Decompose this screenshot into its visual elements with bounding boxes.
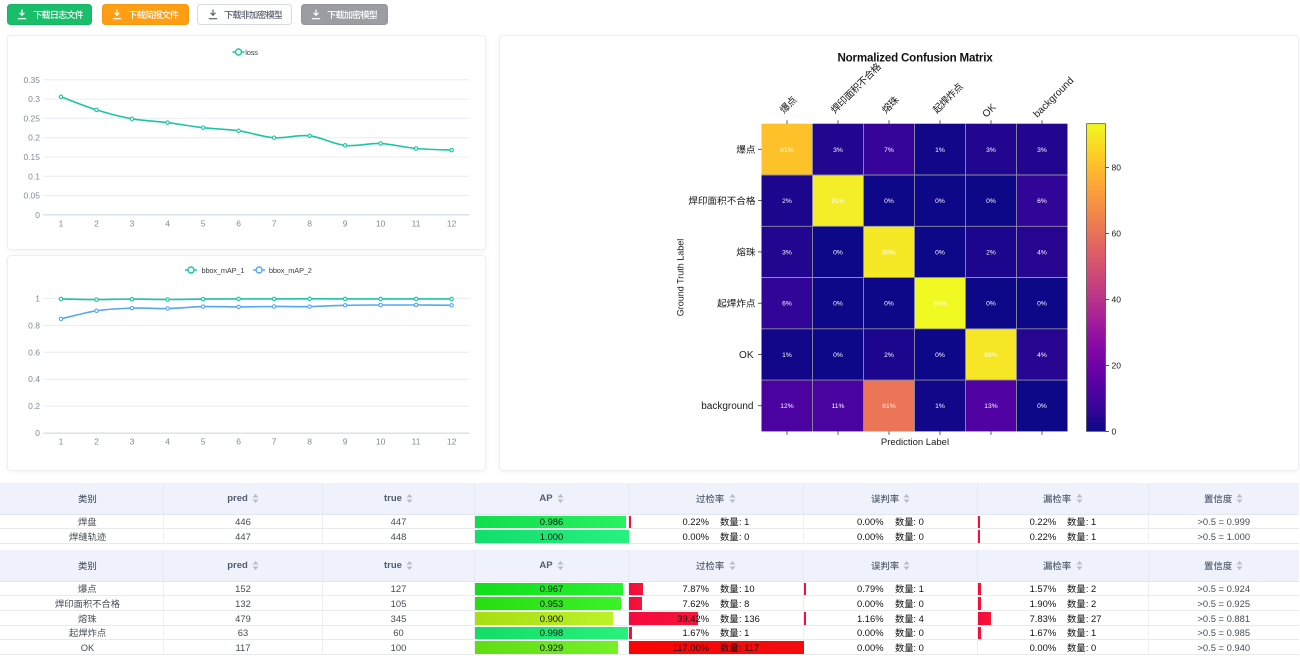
svg-text:0%: 0%: [833, 352, 843, 359]
svg-text:81%: 81%: [780, 146, 793, 153]
svg-text:3%: 3%: [1037, 146, 1047, 153]
svg-text:0%: 0%: [1037, 300, 1047, 307]
svg-text:9: 9: [342, 436, 347, 446]
svg-text:3%: 3%: [986, 146, 996, 153]
svg-text:bbox_mAP_2: bbox_mAP_2: [268, 265, 311, 274]
svg-text:1: 1: [35, 293, 40, 303]
svg-text:10: 10: [375, 218, 385, 228]
svg-text:7%: 7%: [884, 146, 894, 153]
svg-text:6: 6: [236, 436, 241, 446]
svg-text:0%: 0%: [833, 249, 843, 256]
svg-text:8: 8: [307, 436, 312, 446]
svg-text:2%: 2%: [782, 198, 792, 205]
svg-text:3%: 3%: [833, 146, 843, 153]
svg-text:Prediction Label: Prediction Label: [880, 437, 948, 448]
svg-text:OK: OK: [980, 102, 998, 120]
svg-text:13%: 13%: [984, 403, 997, 410]
svg-text:background: background: [1031, 75, 1076, 120]
svg-text:60: 60: [1111, 228, 1121, 238]
svg-text:2: 2: [94, 436, 99, 446]
svg-text:0.2: 0.2: [28, 401, 40, 411]
svg-text:0%: 0%: [1037, 403, 1047, 410]
svg-text:0%: 0%: [935, 198, 945, 205]
svg-text:20: 20: [1111, 360, 1121, 370]
svg-text:11%: 11%: [831, 403, 844, 410]
svg-text:12: 12: [446, 436, 456, 446]
svg-text:0: 0: [1111, 426, 1116, 436]
svg-text:0.2: 0.2: [28, 132, 40, 142]
svg-text:0: 0: [35, 428, 40, 438]
svg-text:0%: 0%: [884, 198, 894, 205]
svg-text:Ground Truth Label: Ground Truth Label: [675, 238, 685, 316]
svg-text:5: 5: [200, 436, 205, 446]
svg-text:0.8: 0.8: [28, 320, 40, 330]
svg-text:8: 8: [307, 218, 312, 228]
svg-text:3%: 3%: [782, 249, 792, 256]
svg-text:3: 3: [129, 218, 134, 228]
svg-text:93%: 93%: [933, 300, 946, 307]
svg-text:background: background: [701, 401, 753, 412]
svg-text:9: 9: [342, 218, 347, 228]
svg-text:0%: 0%: [986, 198, 996, 205]
svg-text:0%: 0%: [935, 249, 945, 256]
svg-text:2%: 2%: [986, 249, 996, 256]
svg-text:4: 4: [165, 436, 170, 446]
svg-text:89%: 89%: [984, 352, 997, 359]
svg-text:80: 80: [1111, 162, 1121, 172]
svg-text:6: 6: [236, 218, 241, 228]
svg-text:0.05: 0.05: [23, 190, 40, 200]
svg-text:12%: 12%: [780, 403, 793, 410]
svg-text:0.35: 0.35: [23, 74, 40, 84]
svg-text:bbox_mAP_1: bbox_mAP_1: [201, 265, 244, 274]
svg-text:1%: 1%: [935, 146, 945, 153]
svg-text:4: 4: [165, 218, 170, 228]
svg-text:0%: 0%: [833, 300, 843, 307]
svg-text:91%: 91%: [831, 198, 844, 205]
svg-text:0.15: 0.15: [23, 152, 40, 162]
svg-text:5: 5: [200, 218, 205, 228]
svg-text:12: 12: [446, 218, 456, 228]
svg-text:0.4: 0.4: [28, 374, 40, 384]
svg-text:6%: 6%: [1037, 198, 1047, 205]
svg-text:4%: 4%: [1037, 249, 1047, 256]
svg-text:OK: OK: [739, 350, 754, 361]
svg-text:0.1: 0.1: [28, 171, 40, 181]
svg-text:2%: 2%: [884, 352, 894, 359]
svg-text:2: 2: [94, 218, 99, 228]
svg-text:0%: 0%: [935, 352, 945, 359]
svg-text:6%: 6%: [782, 300, 792, 307]
svg-text:1: 1: [58, 436, 63, 446]
svg-text:4%: 4%: [1037, 352, 1047, 359]
svg-text:11: 11: [411, 436, 420, 446]
svg-text:1%: 1%: [782, 352, 792, 359]
svg-text:0%: 0%: [884, 300, 894, 307]
svg-text:7: 7: [271, 436, 276, 446]
svg-text:1: 1: [58, 218, 63, 228]
svg-text:0: 0: [35, 209, 40, 219]
svg-text:11: 11: [411, 218, 420, 228]
svg-text:loss: loss: [245, 47, 258, 56]
svg-text:0.25: 0.25: [23, 113, 40, 123]
svg-text:0.3: 0.3: [28, 94, 40, 104]
svg-text:40: 40: [1111, 294, 1121, 304]
svg-text:0%: 0%: [986, 300, 996, 307]
svg-text:61%: 61%: [882, 403, 895, 410]
svg-text:90%: 90%: [882, 249, 895, 256]
svg-text:10: 10: [375, 436, 385, 446]
svg-text:1%: 1%: [935, 403, 945, 410]
svg-text:Normalized Confusion Matrix: Normalized Confusion Matrix: [837, 51, 993, 64]
svg-text:3: 3: [129, 436, 134, 446]
svg-text:0.6: 0.6: [28, 347, 40, 357]
svg-text:7: 7: [271, 218, 276, 228]
